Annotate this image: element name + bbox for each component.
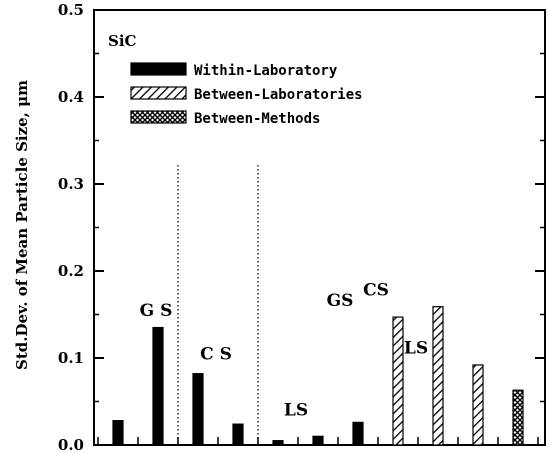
y-tick-label: 0.2	[58, 262, 84, 280]
y-axis-label: Std.Dev. of Mean Particle Size, μm	[13, 80, 31, 370]
bar-solid	[352, 421, 364, 446]
bar-solid	[192, 373, 204, 446]
bars	[112, 306, 524, 446]
y-tick-label: 0.1	[58, 349, 84, 367]
group-annotation: LS	[404, 339, 428, 359]
group-annotation: GS	[327, 291, 354, 311]
bar-hatch	[392, 316, 404, 446]
legend-swatch-hatch	[130, 86, 187, 100]
legend-swatch-solid	[130, 62, 187, 76]
legend: Within-Laboratory Between-Laboratories Bet…	[130, 62, 363, 127]
annotations: G S C S LS GS CS LS	[140, 280, 428, 420]
bar-solid	[112, 420, 124, 446]
legend-label: Between-Methods	[194, 111, 320, 127]
group-annotation: LS	[284, 400, 308, 420]
group-separators	[177, 165, 259, 445]
legend-label: Between-Laboratories	[194, 87, 363, 103]
group-annotation: G S	[140, 301, 173, 321]
legend-label: Within-Laboratory	[194, 63, 338, 79]
group-annotation: C S	[200, 345, 232, 365]
bar-crosshatch	[512, 389, 524, 446]
y-tick-label: 0.4	[58, 88, 84, 106]
y-tick-label: 0.3	[58, 175, 84, 193]
legend-swatch-crosshatch	[130, 110, 187, 124]
y-axis: 0.0 0.1 0.2 0.3 0.4 0.5	[58, 1, 545, 453]
bar-solid	[272, 440, 284, 446]
y-tick-label: 0.0	[58, 436, 84, 453]
material-label: SiC	[108, 32, 137, 50]
bar-solid	[312, 435, 324, 446]
bar-solid	[152, 326, 164, 446]
group-annotation: CS	[363, 280, 389, 300]
bar-solid	[232, 423, 244, 446]
y-tick-label: 0.5	[58, 1, 84, 19]
bar-hatch	[432, 306, 444, 446]
bar-hatch	[472, 364, 484, 446]
